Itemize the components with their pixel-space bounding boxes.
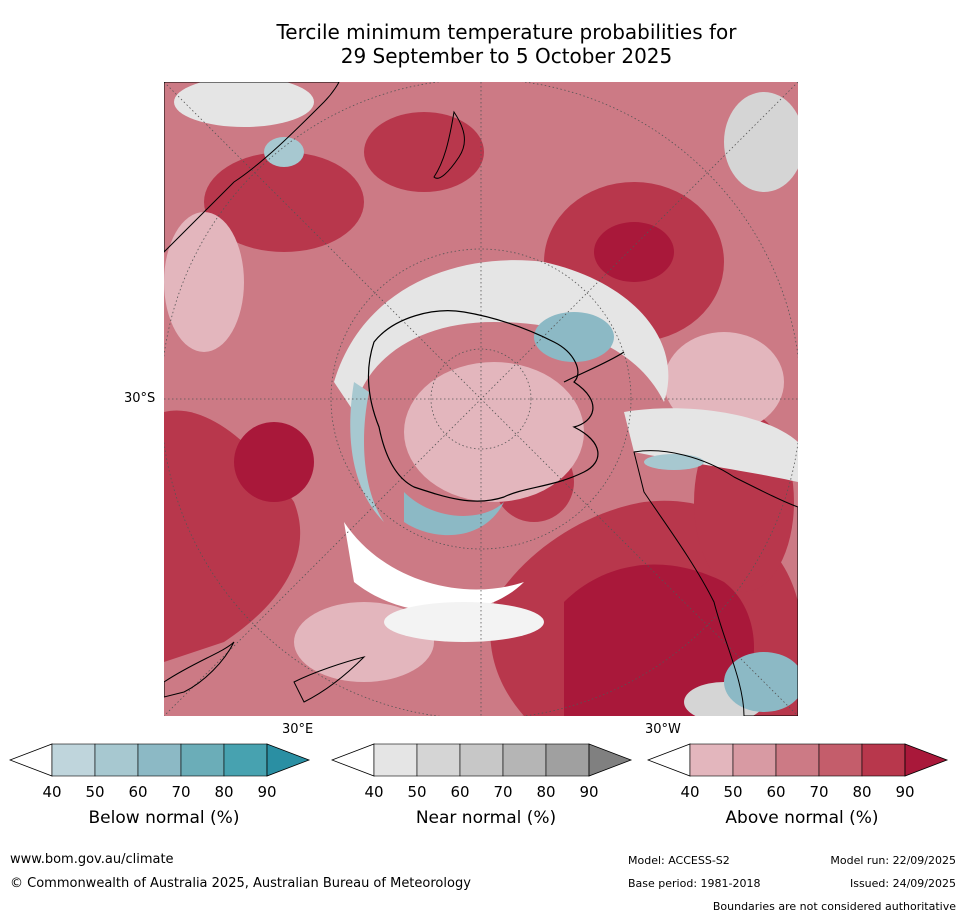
below-normal-colorbar bbox=[9, 743, 311, 777]
above-normal-legend: Above normal (%) 40 50 60 70 80 90 bbox=[647, 742, 957, 852]
map-title: Tercile minimum temperature probabilitie… bbox=[0, 20, 965, 68]
madagascar-outline bbox=[293, 656, 366, 703]
africa-outline bbox=[164, 641, 235, 698]
colorbar-tick-label: 80 bbox=[214, 783, 234, 801]
colorbar-segment bbox=[459, 743, 504, 777]
colorbar-segment bbox=[861, 743, 906, 777]
colorbar-segment bbox=[502, 743, 547, 777]
latitude-label-30s: 30°S bbox=[124, 391, 156, 406]
colorbar-tick-label: 70 bbox=[809, 783, 829, 801]
map-canvas bbox=[164, 82, 798, 716]
colorbar-segment bbox=[94, 743, 139, 777]
footer-disclaimer: Boundaries are not considered authoritat… bbox=[712, 900, 956, 913]
near-normal-colorbar bbox=[331, 743, 633, 777]
south-america-outline bbox=[633, 450, 798, 716]
antarctic-peninsula-outline bbox=[563, 351, 625, 383]
near-normal-legend-title: Near normal (%) bbox=[415, 808, 557, 828]
longitude-label-30w: 30°W bbox=[645, 722, 681, 737]
colorbar-tick-label: 60 bbox=[766, 783, 786, 801]
colorbar-low-extension bbox=[9, 743, 53, 777]
colorbar-tick-label: 90 bbox=[579, 783, 599, 801]
colorbar-tick-label: 80 bbox=[536, 783, 556, 801]
footer-issued: Issued: 24/09/2025 bbox=[849, 877, 956, 890]
near-normal-areas bbox=[174, 82, 798, 716]
colorbar-tick-label: 40 bbox=[680, 783, 700, 801]
colorbar-tick-label: 50 bbox=[85, 783, 105, 801]
colorbar-segment bbox=[818, 743, 863, 777]
map-title-line2: 29 September to 5 October 2025 bbox=[340, 44, 673, 68]
colorbar-high-extension bbox=[588, 743, 633, 777]
colorbar-high-extension bbox=[904, 743, 949, 777]
colorbar-segment bbox=[137, 743, 182, 777]
footer-copyright: © Commonwealth of Australia 2025, Austra… bbox=[10, 876, 471, 891]
colorbar-segment bbox=[223, 743, 268, 777]
colorbar-segment bbox=[416, 743, 461, 777]
colorbar-segment bbox=[180, 743, 225, 777]
polar-probability-map bbox=[164, 82, 798, 716]
colorbar-tick-label: 40 bbox=[364, 783, 384, 801]
colorbar-segment bbox=[51, 743, 96, 777]
colorbar-tick-label: 50 bbox=[723, 783, 743, 801]
graticule bbox=[164, 82, 798, 716]
colorbar-segment bbox=[689, 743, 734, 777]
colorbar-tick-label: 70 bbox=[171, 783, 191, 801]
near-normal-legend: Near normal (%) 40 50 60 70 80 90 bbox=[331, 742, 641, 852]
colorbar-segment bbox=[732, 743, 777, 777]
footer-base-period: Base period: 1981-2018 bbox=[628, 877, 761, 890]
antarctica-outline bbox=[367, 310, 599, 502]
colorbar-segment bbox=[545, 743, 590, 777]
above-normal-colorbar bbox=[647, 743, 949, 777]
colorbar-tick-label: 90 bbox=[257, 783, 277, 801]
below-normal-legend-title: Below normal (%) bbox=[88, 808, 240, 828]
colorbar-tick-label: 50 bbox=[407, 783, 427, 801]
australia-outline bbox=[164, 82, 340, 253]
footer-url[interactable]: www.bom.gov.au/climate bbox=[10, 852, 174, 867]
colorbar-low-extension bbox=[331, 743, 375, 777]
above-normal-legend-title: Above normal (%) bbox=[725, 808, 879, 828]
colorbar-tick-label: 60 bbox=[128, 783, 148, 801]
footer-model-run: Model run: 22/09/2025 bbox=[830, 854, 956, 867]
longitude-label-30e: 30°E bbox=[282, 722, 314, 737]
extreme-above-normal-areas bbox=[234, 222, 754, 716]
light-above-normal-areas bbox=[164, 212, 784, 682]
colorbar-tick-label: 60 bbox=[450, 783, 470, 801]
colorbar-segment bbox=[373, 743, 418, 777]
colorbar-tick-label: 80 bbox=[852, 783, 872, 801]
colorbar-tick-label: 90 bbox=[895, 783, 915, 801]
new-zealand-outline bbox=[433, 110, 465, 179]
colorbar-low-extension bbox=[647, 743, 691, 777]
map-title-line1: Tercile minimum temperature probabilitie… bbox=[276, 20, 737, 44]
colorbar-tick-label: 70 bbox=[493, 783, 513, 801]
colorbar-segment bbox=[775, 743, 820, 777]
footer-model: Model: ACCESS-S2 bbox=[628, 854, 730, 867]
below-normal-legend: Below normal (%) 40 50 60 70 80 90 bbox=[9, 742, 319, 852]
colorbar-high-extension bbox=[266, 743, 311, 777]
colorbar-tick-label: 40 bbox=[42, 783, 62, 801]
